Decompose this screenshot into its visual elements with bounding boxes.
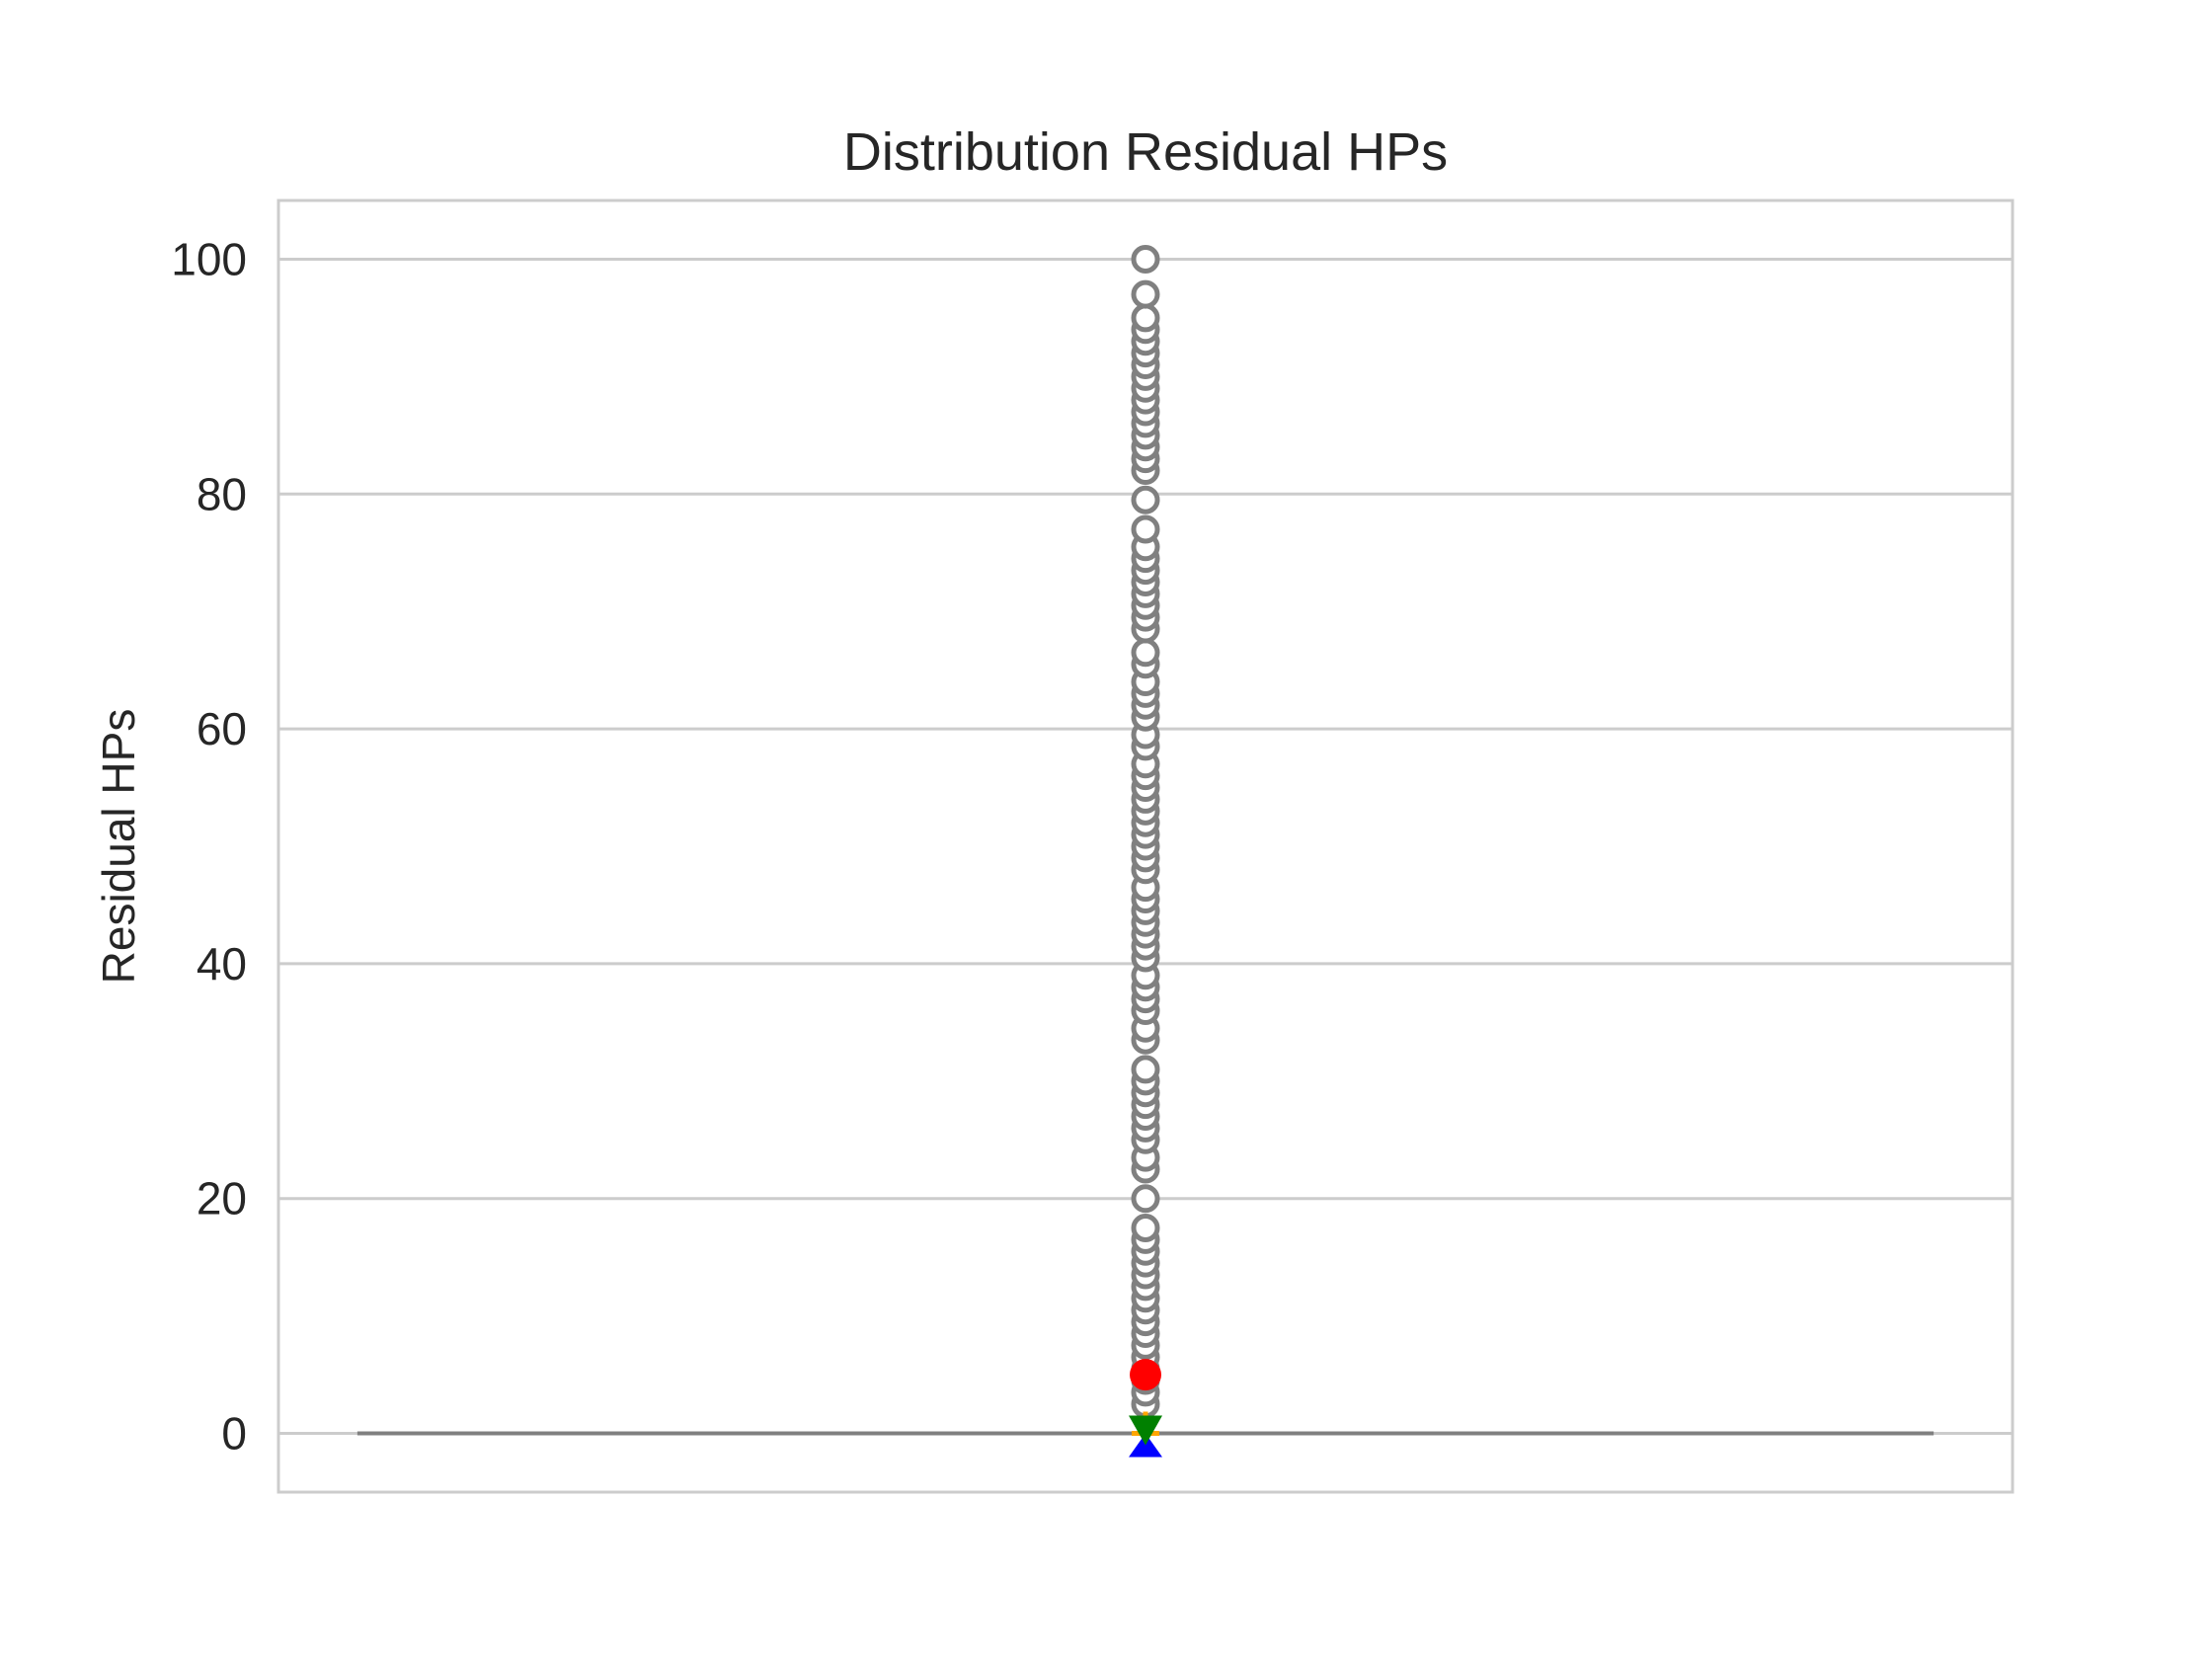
y-tick-label-40: 40 (197, 938, 247, 989)
outlier-point (1131, 1213, 1160, 1242)
y-tick-label-100: 100 (171, 233, 247, 284)
y-tick-labels: 0 20 40 60 80 100 (171, 233, 247, 1459)
y-tick-label-0: 0 (221, 1408, 247, 1460)
outlier-point (1131, 279, 1160, 309)
green-triangle-down-marker (1129, 1415, 1162, 1446)
outlier-point (1131, 1055, 1160, 1084)
outlier-point (1131, 303, 1160, 333)
mean-marker (1130, 1359, 1161, 1391)
y-tick-label-20: 20 (197, 1173, 247, 1224)
plot-frame (276, 198, 2014, 1494)
outlier-point (1131, 244, 1160, 274)
summary-markers (1129, 1359, 1162, 1458)
y-tick-label-60: 60 (197, 703, 247, 754)
outlier-point (1131, 514, 1160, 544)
outlier-point (1131, 638, 1160, 668)
y-tick-label-80: 80 (197, 468, 247, 519)
chart-title: Distribution Residual HPs (843, 122, 1448, 182)
outlier-point (1131, 485, 1160, 514)
y-axis-label: Residual HPs (93, 709, 144, 985)
outlier-point (1131, 1184, 1160, 1214)
outliers (1131, 244, 1160, 1419)
